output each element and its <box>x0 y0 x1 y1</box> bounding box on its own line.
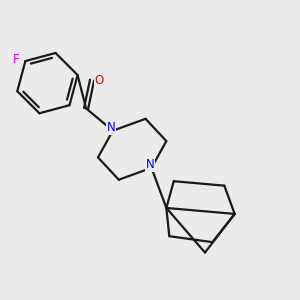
Text: N: N <box>146 158 154 171</box>
Text: O: O <box>95 74 104 87</box>
Text: N: N <box>107 121 116 134</box>
Text: F: F <box>13 53 20 66</box>
